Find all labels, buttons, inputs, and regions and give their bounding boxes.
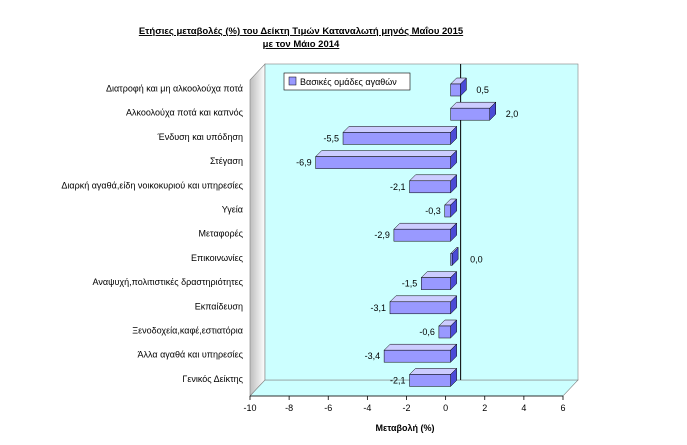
plot-back-wall [264, 63, 579, 381]
x-tick-label: -6 [324, 403, 332, 413]
bar-top [393, 222, 458, 230]
bar [409, 180, 451, 194]
left-wall [249, 63, 266, 397]
x-tick-label: -10 [243, 403, 256, 413]
legend-swatch [288, 76, 297, 86]
bar-top [342, 126, 458, 133]
category-label: Διατροφή και μη αλκοολούχα ποτά [106, 84, 243, 94]
x-tick-label: 2 [482, 403, 487, 413]
x-axis-title: Μεταβολή (%) [375, 423, 434, 433]
bar-value-label: 2,0 [506, 109, 519, 119]
bar-value-label: 0,0 [470, 254, 483, 264]
bar-value-label: -2,1 [390, 182, 406, 192]
x-tick-label: -2 [402, 403, 410, 413]
x-tick-label: 4 [521, 403, 526, 413]
bars-layer: 0,5 2,0 -5,5 -6,9 -2,1 -0,3 -2,9 0,0 -1,5 -3,1 -0,… [296, 64, 519, 388]
bar [389, 301, 451, 315]
category-label: Στέγαση [210, 156, 243, 166]
bar [409, 374, 451, 387]
bar-value-label: -3,1 [370, 303, 386, 313]
bar-value-label: 0,5 [476, 85, 489, 95]
legend-box [283, 72, 411, 91]
bar-value-label: -2,9 [374, 230, 390, 240]
bar [342, 132, 451, 145]
bar [450, 107, 490, 121]
x-axis: -10 -8 -6 -4 -2 0 2 4 6 [243, 395, 566, 413]
category-label: Εκπαίδευση [195, 301, 243, 311]
bar [450, 83, 461, 97]
chart-title-line-1: Ετήσιες μεταβολές (%) του Δείκτη Τιμών Κ… [139, 26, 464, 37]
bar [444, 204, 451, 218]
bar [315, 156, 451, 169]
bar-value-label: -0,3 [425, 206, 441, 216]
bar-value-label: -6,9 [296, 158, 312, 168]
x-tick-label: 6 [560, 403, 565, 413]
category-label: Άλλα αγαθά και υπηρεσίες [138, 350, 244, 360]
category-label: Διαρκή αγαθά,είδη νοικοκυριού και υπηρεσ… [61, 180, 243, 190]
bar-top [450, 101, 497, 109]
bar-value-label: -2,1 [390, 375, 406, 385]
category-labels: Διατροφή και μη αλκοολούχα ποτά Αλκοολούχ… [61, 84, 243, 384]
bar-value-label: -0,6 [419, 327, 435, 337]
bar-top [389, 295, 458, 303]
category-label: Ένδυση και υπόδηση [157, 132, 243, 142]
bar [438, 325, 451, 339]
bar-value-label: -5,5 [324, 133, 340, 143]
chart-title-line-2: με τον Μάιο 2014 [263, 39, 340, 50]
category-label: Ξενοδοχεία,καφέ,εστιατόρια [132, 326, 243, 336]
bar [421, 277, 451, 290]
category-label: Αλκοολούχα ποτά και καπνός [126, 108, 244, 118]
bar-value-label: -3,4 [365, 351, 381, 361]
bar-value-label: -1,5 [402, 279, 418, 289]
category-label: Μεταφορές [199, 229, 244, 239]
bar [450, 253, 453, 266]
category-label: Αναψυχή,πολιτιστικές δραστηριότητες [93, 277, 244, 287]
category-label: Επικοινωνίες [191, 253, 244, 263]
bar-top [408, 174, 458, 182]
x-tick-label: -4 [363, 403, 371, 413]
legend-label: Βασικές ομάδες αγαθών [300, 77, 397, 87]
x-tick-label: -8 [285, 403, 293, 413]
legend: Βασικές ομάδες αγαθών [283, 72, 411, 91]
category-label: Γενικός Δείκτης [182, 374, 243, 384]
category-label: Υγεία [222, 205, 243, 215]
x-tick-label: 0 [443, 403, 448, 413]
bar [393, 228, 451, 242]
bar-top [315, 150, 458, 157]
bar-top [383, 343, 458, 351]
bar-top [408, 368, 458, 375]
bar [383, 349, 451, 363]
